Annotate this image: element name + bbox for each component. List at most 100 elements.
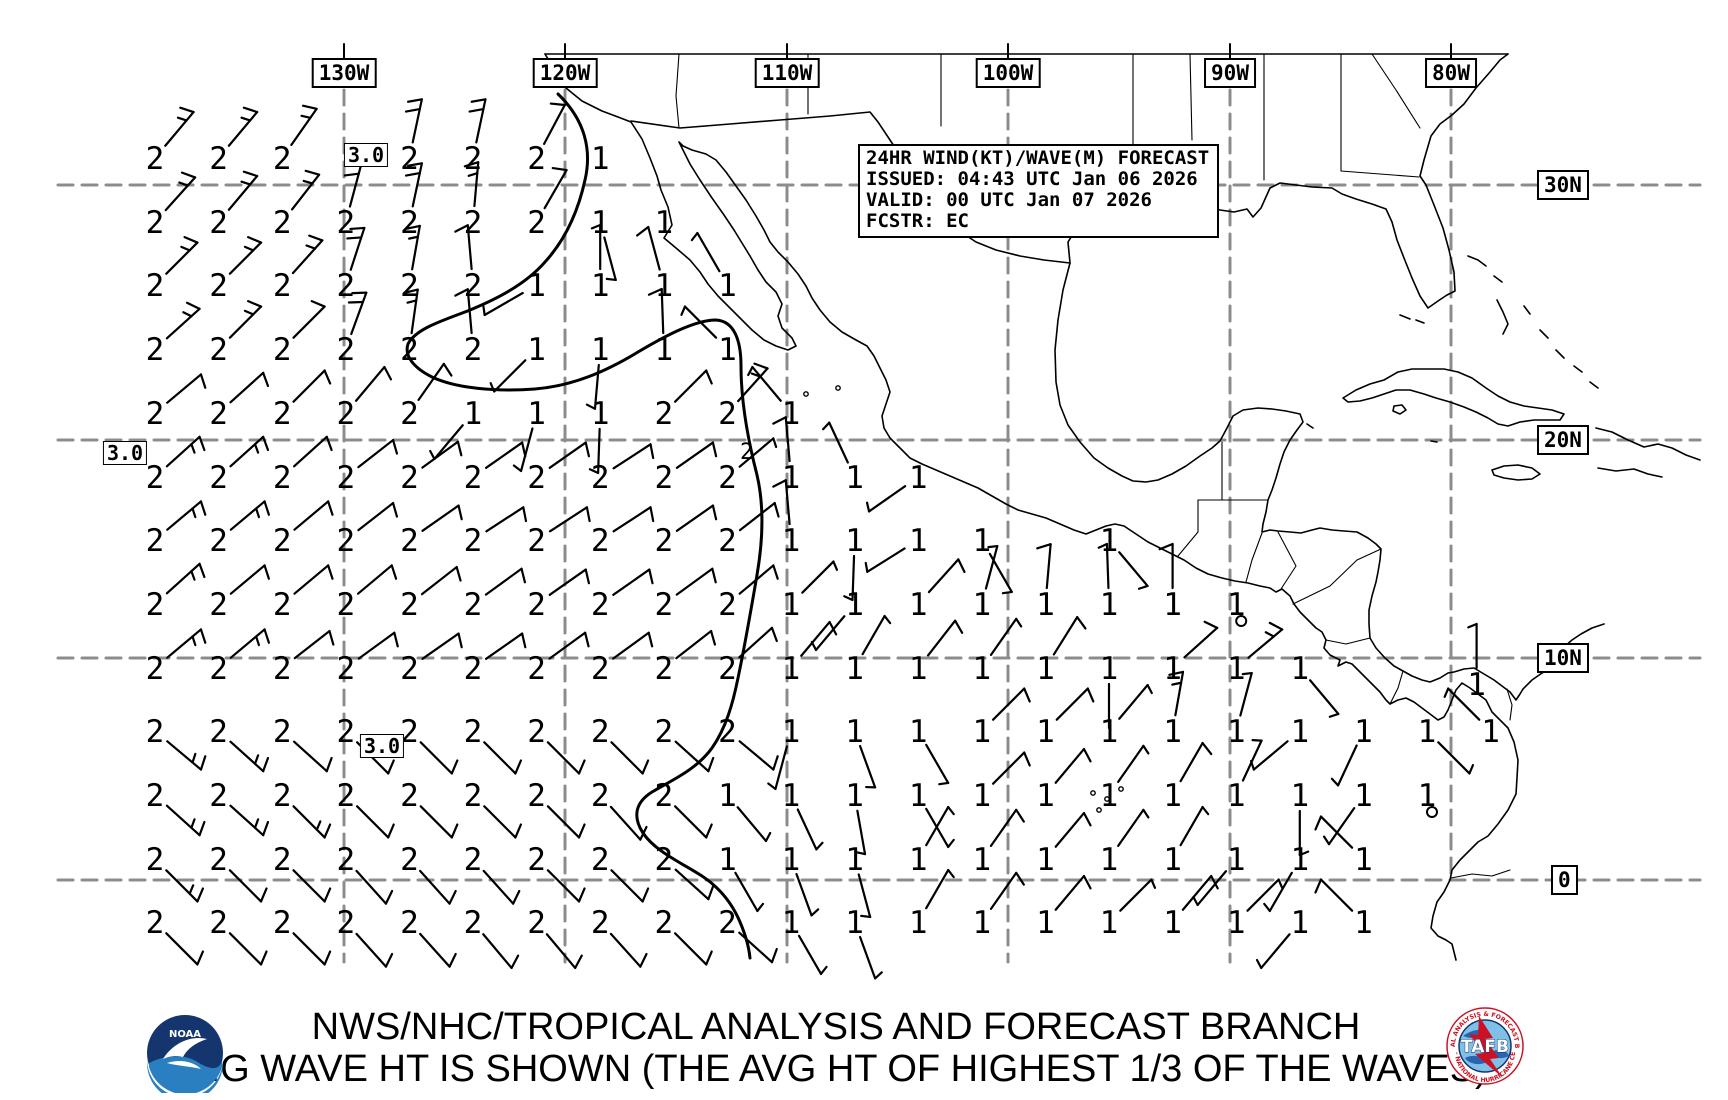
wind-barb-station: 1 [512,396,546,473]
wind-barb-station: 1 [489,332,546,393]
wind-barb-feather [770,626,778,643]
wave-height-value: 2 [654,842,673,878]
wind-barb-station: 2 [400,224,421,304]
wind-barb-feather [255,507,261,519]
wind-barb-feather [772,416,787,425]
wind-barb-feather [457,632,463,649]
wind-barb-feather [1468,764,1475,775]
wave-height-value: 2 [654,778,673,814]
wind-barb-shaft [466,224,473,271]
wind-barb-shaft [292,805,326,839]
wave-height-value: 1 [718,332,737,368]
wind-barb-shaft [1246,878,1280,912]
wind-barb-shaft [348,162,363,208]
wave-height-value: 1 [782,714,801,750]
wind-barb-feather [327,564,334,580]
wave-height-value: 1 [1100,905,1119,941]
wind-barb-shaft [675,567,714,596]
wind-barb-shaft [593,363,600,410]
wind-barb-station: 2 [591,714,650,775]
wind-barb-shaft [989,808,1018,847]
wind-barb-feather [1298,850,1310,857]
wind-barb-station: 2 [336,501,399,559]
wind-barb-station: 1 [972,751,1031,814]
wind-barb-station: 1 [909,805,955,878]
wave-height-value: 2 [654,714,673,750]
wind-barb-shaft [421,504,460,532]
wind-barb-feather [773,501,780,518]
wind-barb-shaft [493,359,527,393]
wind-barb-station: 1 [1036,616,1087,687]
wind-barb-shaft [229,804,265,837]
wind-barb-feather [954,619,964,634]
wind-barb-feather [635,225,650,237]
wind-barb-feather [883,614,892,625]
wave-height-value: 1 [909,714,928,750]
wind-barb-shaft [795,872,813,917]
wind-barb-shaft [543,103,566,145]
wind-barb-feather [987,544,999,549]
wave-height-value: 1 [845,714,864,750]
wave-height-value: 1 [1163,587,1182,623]
wind-barb-shaft [1336,744,1358,787]
wind-barb-shaft [548,506,589,533]
wave-height-value: 1 [845,905,864,941]
wind-barb-station: 2 [209,435,270,496]
wind-barb-feather [705,823,713,839]
wind-barb-feather [770,947,778,964]
wind-barb-feather [1001,590,1013,595]
wave-height-value: 2 [400,714,419,750]
wind-barb-station: 2 [146,106,195,177]
wind-barb-station: 1 [782,560,839,623]
wind-barb-feather [328,629,335,646]
wind-barb-station: 2 [209,371,270,432]
wind-barb-feather [468,107,485,113]
wind-barb-station: 2 [654,369,713,432]
wind-barb-shaft [1117,744,1145,783]
tafb-logo-text: TAFB [1461,1037,1509,1057]
wave-height-value: 2 [146,268,165,304]
wind-barb-station: 2 [209,300,263,368]
small-island [1096,807,1102,813]
wind-barb-shaft [1054,874,1086,911]
lon-label-110W: 110W [754,58,820,88]
wave-height-value: 1 [718,268,737,304]
wind-barb-feather [512,889,521,905]
wind-barb-station: 1 [1036,811,1092,878]
wave-height-value: 1 [1227,778,1246,814]
wind-barb-shaft [482,933,513,970]
contour-label-2: 3.0 [102,441,148,465]
wind-barb-station: 2 [718,626,778,687]
wind-barb-feather [590,223,602,230]
wave-height-value: 1 [909,587,928,623]
wind-barb-station: 2 [273,500,334,559]
wave-height-value: 2 [591,905,610,941]
wind-barb-shaft [485,441,524,469]
coastline [1595,427,1701,461]
border-line [1177,499,1199,557]
wind-barb-station: 2 [273,169,321,241]
wind-barb-station: 2 [718,564,779,623]
wind-barb-feather [315,820,322,831]
wind-barb-station: 1 [1163,874,1219,941]
wave-height-value: 2 [146,842,165,878]
wind-barb-station: 1 [1163,620,1219,687]
wind-barb-feather [346,236,363,240]
wave-height-value: 1 [1354,778,1373,814]
wind-barb-feather [819,965,828,976]
wave-height-value: 2 [527,141,546,177]
wind-barb-feather [240,116,252,122]
wind-barb-shaft [548,631,587,660]
wind-barb-shaft [229,564,266,595]
wind-barb-station: 2 [273,234,324,304]
wind-barb-feather [514,823,522,839]
wind-barb-feather [457,504,463,521]
wind-barb-station: 1 [909,714,950,786]
wind-barb-shaft [1055,687,1089,721]
wave-height-value: 2 [273,396,292,432]
wind-barb-feather [772,479,787,488]
wind-barb-feather [178,181,189,187]
wave-height-value: 1 [1036,587,1055,623]
wave-height-value: 1 [972,523,991,559]
wave-height-value: 1 [1036,842,1055,878]
